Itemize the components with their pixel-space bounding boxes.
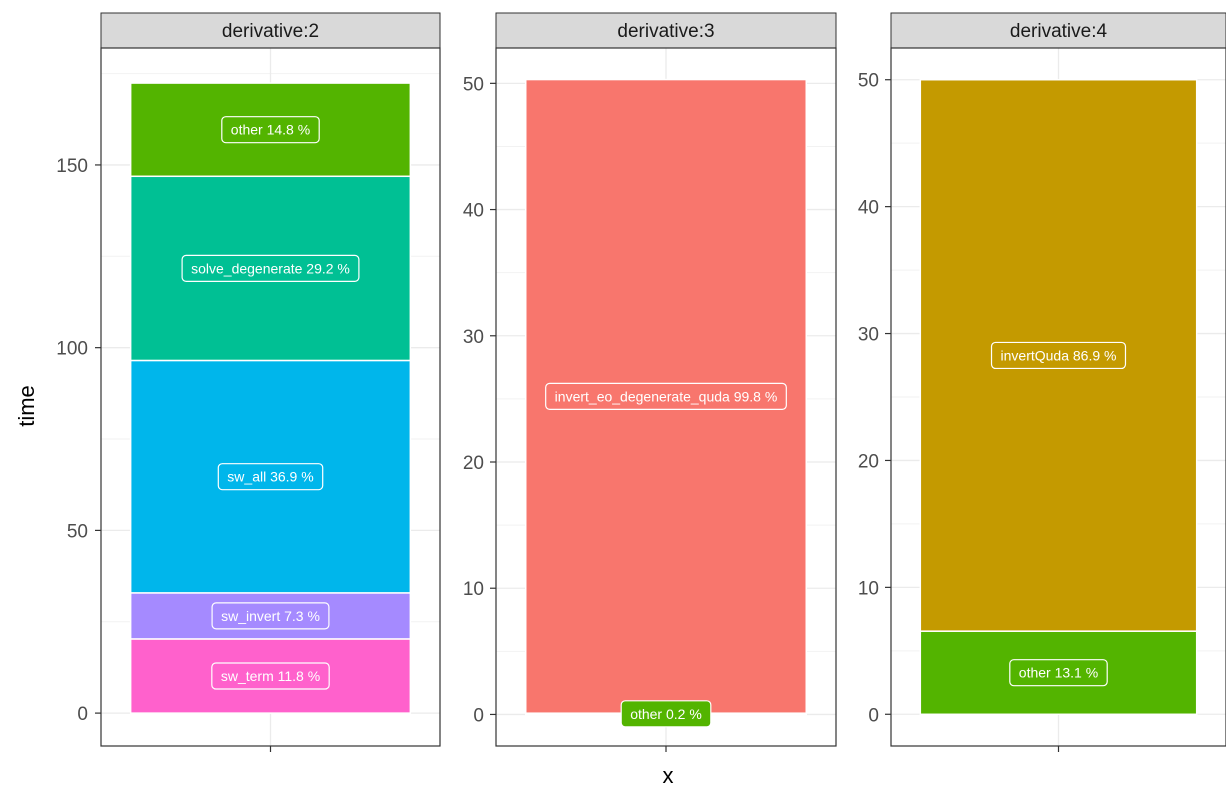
facet-panel: derivative:4 0 10 20 30 40 50 other 13.1 % inver… [858,12,1226,752]
y-tick-label: 40 [858,198,879,219]
segment-label: sw_term 11.8 % [211,662,330,690]
segment-label: other 14.8 % [221,116,320,144]
segment-label: sw_all 36.9 % [217,463,324,491]
facet-panel: derivative:2 0 50 100 150 sw_term 11.8 % sw_in… [56,12,441,752]
segment-label-box [181,254,360,282]
segment-label: other 0.2 % [620,700,712,728]
segment-label-text: sw_term 11.8 % [221,668,320,684]
facet-strip-label: derivative:4 [1010,21,1108,42]
y-tick-label: 10 [858,578,879,599]
segment-label-text: other 13.1 % [1019,665,1098,681]
segment-label-text: other 0.2 % [630,706,702,722]
segment-label-box [211,662,330,690]
segment-label-box [620,700,712,728]
segment-label-box [1009,659,1108,687]
segment-label: invert_eo_degenerate_quda 99.8 % [545,382,787,410]
y-tick-label: 30 [463,327,484,348]
segment-label-text: invertQuda 86.9 % [1001,347,1117,363]
segment-label: solve_degenerate 29.2 % [181,254,360,282]
y-tick-label: 0 [77,704,88,725]
segment-label-text: solve_degenerate 29.2 % [191,260,350,276]
y-tick-label: 50 [463,74,484,95]
segment-label: sw_invert 7.3 % [211,602,330,630]
segment-label-text: invert_eo_degenerate_quda 99.8 % [555,388,778,404]
y-tick-label: 40 [463,201,484,222]
y-tick-label: 10 [463,579,484,600]
y-tick-label: 0 [868,705,879,726]
y-tick-label: 50 [858,71,879,92]
facet-strip-label: derivative:2 [222,21,319,42]
y-tick-label: 50 [67,521,88,542]
y-axis-title: time [14,385,39,427]
y-tick-label: 20 [858,451,879,472]
facet-panel: derivative:3 0 10 20 30 40 50 other 0.2 % invert… [463,12,837,752]
segment-label-box [990,341,1127,370]
x-axis-title: x [663,763,674,788]
segment-label-box [217,463,324,491]
y-tick-label: 30 [858,325,879,346]
segment-label: invertQuda 86.9 % [990,341,1127,370]
y-tick-label: 20 [463,453,484,474]
y-tick-label: 0 [473,705,484,726]
facet-strip [495,12,837,49]
segment-label: other 13.1 % [1009,659,1108,687]
segment-label-text: sw_all 36.9 % [227,469,313,485]
segment-label-box [545,382,787,410]
segment-label-text: sw_invert 7.3 % [221,608,320,624]
y-tick-label: 150 [56,156,88,177]
facet-strip-label: derivative:3 [617,21,714,42]
segment-label-text: other 14.8 % [231,122,310,138]
facet-strip [100,12,441,49]
segment-label-box [211,602,330,630]
y-tick-label: 100 [56,339,88,360]
segment-label-box [221,116,320,144]
